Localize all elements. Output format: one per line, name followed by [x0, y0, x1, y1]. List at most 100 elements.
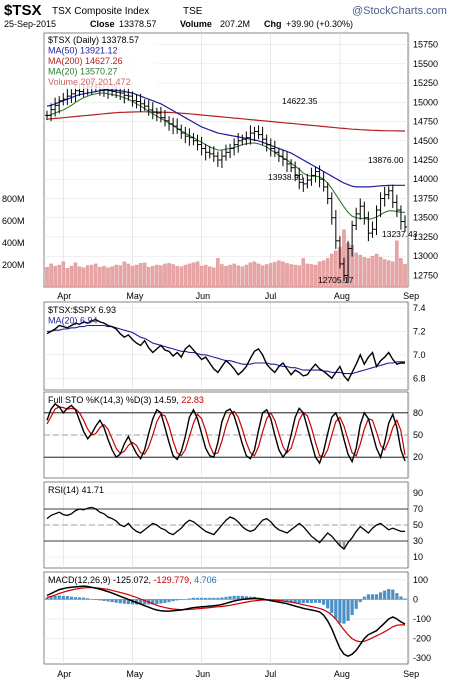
x-tick-label: Apr — [57, 291, 71, 301]
macd-histogram-bar — [383, 590, 387, 600]
volume-bar — [281, 261, 285, 288]
macd-histogram-bar — [167, 599, 171, 603]
volume-bar — [163, 263, 167, 288]
macd-y-tick-label: 100 — [413, 575, 428, 585]
macd-histogram-bar — [236, 595, 240, 600]
volume-bar — [362, 257, 367, 288]
macd-histogram-bar — [102, 599, 106, 601]
header-chg-label: Chg — [264, 19, 282, 29]
header-name: TSX Composite Index — [52, 6, 149, 17]
macd-histogram-bar — [289, 599, 293, 603]
macd-histogram-bar — [350, 599, 354, 616]
ratio-y-tick-label: 6.8 — [413, 373, 426, 383]
macd-histogram-bar — [326, 599, 330, 609]
volume-bar — [285, 263, 289, 288]
volume-bar — [330, 253, 334, 288]
macd-histogram-bar — [301, 599, 305, 604]
macd-histogram-bar — [322, 599, 326, 605]
volume-bar — [102, 265, 106, 288]
x-tick-label: Jul — [265, 291, 277, 301]
macd-histogram-bar — [212, 597, 216, 600]
volume-bar — [122, 261, 127, 288]
volume-bar — [61, 261, 66, 288]
macd-histogram-bar — [163, 599, 167, 603]
macd-y-tick-label: 0 — [413, 594, 418, 604]
x-tick-label-bottom: Sep — [403, 669, 419, 679]
macd-histogram-bar — [354, 599, 358, 609]
macd-histogram-bar — [220, 597, 224, 600]
macd-histogram-bar — [122, 599, 126, 604]
price-legend-item: MA(20) 13570.27 — [48, 67, 118, 77]
macd-histogram-bar — [199, 597, 204, 600]
macd-histogram-bar — [338, 599, 342, 624]
header-symbol: $TSX — [4, 2, 42, 19]
rsi-legend-item: RSI(14) 41.71 — [48, 485, 104, 495]
volume-bar — [260, 265, 265, 288]
macd-histogram-bar — [204, 597, 208, 600]
volume-bar — [110, 266, 114, 288]
price-y-tick-label: 14000 — [413, 174, 438, 184]
ratio-y-tick-label: 7.2 — [413, 326, 426, 336]
volume-bar — [199, 265, 204, 288]
macd-histogram-bar — [138, 599, 143, 605]
sto-legend-item: 22.83 — [179, 395, 204, 405]
header-date: 25-Sep-2015 — [4, 19, 56, 29]
volume-bar — [146, 267, 151, 288]
macd-histogram-bar — [171, 599, 175, 602]
volume-bar — [203, 264, 208, 288]
volume-bar — [77, 266, 82, 288]
volume-bar — [69, 265, 74, 288]
volume-axis-label: 800M — [2, 194, 25, 204]
volume-bar — [94, 263, 98, 288]
macd-histogram-bar — [297, 599, 301, 603]
x-tick-label: Sep — [403, 291, 419, 301]
macd-histogram-bar — [155, 599, 159, 605]
volume-bar — [370, 256, 375, 288]
price-y-tick-label: 13000 — [413, 251, 438, 261]
volume-bar — [142, 262, 147, 288]
price-legend-item: Volume 207,201,472 — [48, 77, 131, 87]
x-tick-label-bottom: Jun — [196, 669, 211, 679]
ratio-panel-frame — [43, 301, 409, 391]
volume-bar — [358, 254, 362, 288]
macd-histogram-bar — [77, 597, 82, 600]
volume-axis-label: 400M — [2, 238, 25, 248]
macd-histogram-bar — [65, 596, 69, 600]
volume-bar — [382, 259, 387, 288]
volume-bar — [179, 266, 183, 288]
volume-bar — [248, 262, 253, 288]
volume-bar — [114, 264, 118, 288]
price-y-tick-label: 13750 — [413, 193, 438, 203]
header-volume-value: 207.2M — [220, 19, 250, 29]
volume-bar — [130, 265, 135, 288]
macd-histogram-bar — [69, 596, 74, 600]
ratio-y-tick-label: 7.0 — [413, 350, 426, 360]
macd-histogram-bar — [187, 598, 191, 600]
macd-histogram-bar — [399, 596, 403, 600]
volume-bar — [57, 264, 61, 288]
volume-bar — [134, 264, 139, 288]
sto-legend-item: Full STO %K(14,3) %D(3) 14.59, — [48, 395, 179, 405]
macd-histogram-bar — [151, 599, 155, 605]
macd-signal-line — [46, 587, 405, 643]
volume-bar — [216, 258, 220, 288]
header-volume-label: Volume — [180, 19, 212, 29]
volume-bar — [289, 264, 293, 288]
macd-histogram-bar — [57, 595, 61, 600]
macd-legend-item: MACD(12,26,9) — [48, 575, 111, 585]
price-y-tick-label: 15500 — [413, 59, 438, 69]
macd-histogram-bar — [126, 599, 130, 605]
price-y-tick-label: 13500 — [413, 213, 438, 223]
volume-bar — [65, 268, 70, 288]
macd-histogram-bar — [73, 597, 78, 600]
volume-bar — [207, 266, 212, 288]
watermark-text: @StockCharts.com — [352, 5, 447, 17]
rsi-y-tick-label: 10 — [413, 552, 423, 562]
volume-bar — [297, 265, 301, 288]
volume-bar — [273, 262, 277, 288]
x-tick-label: Aug — [334, 291, 350, 301]
macd-histogram-bar — [45, 597, 49, 600]
price-y-tick-label: 12750 — [413, 270, 438, 280]
macd-panel-frame — [43, 571, 409, 665]
